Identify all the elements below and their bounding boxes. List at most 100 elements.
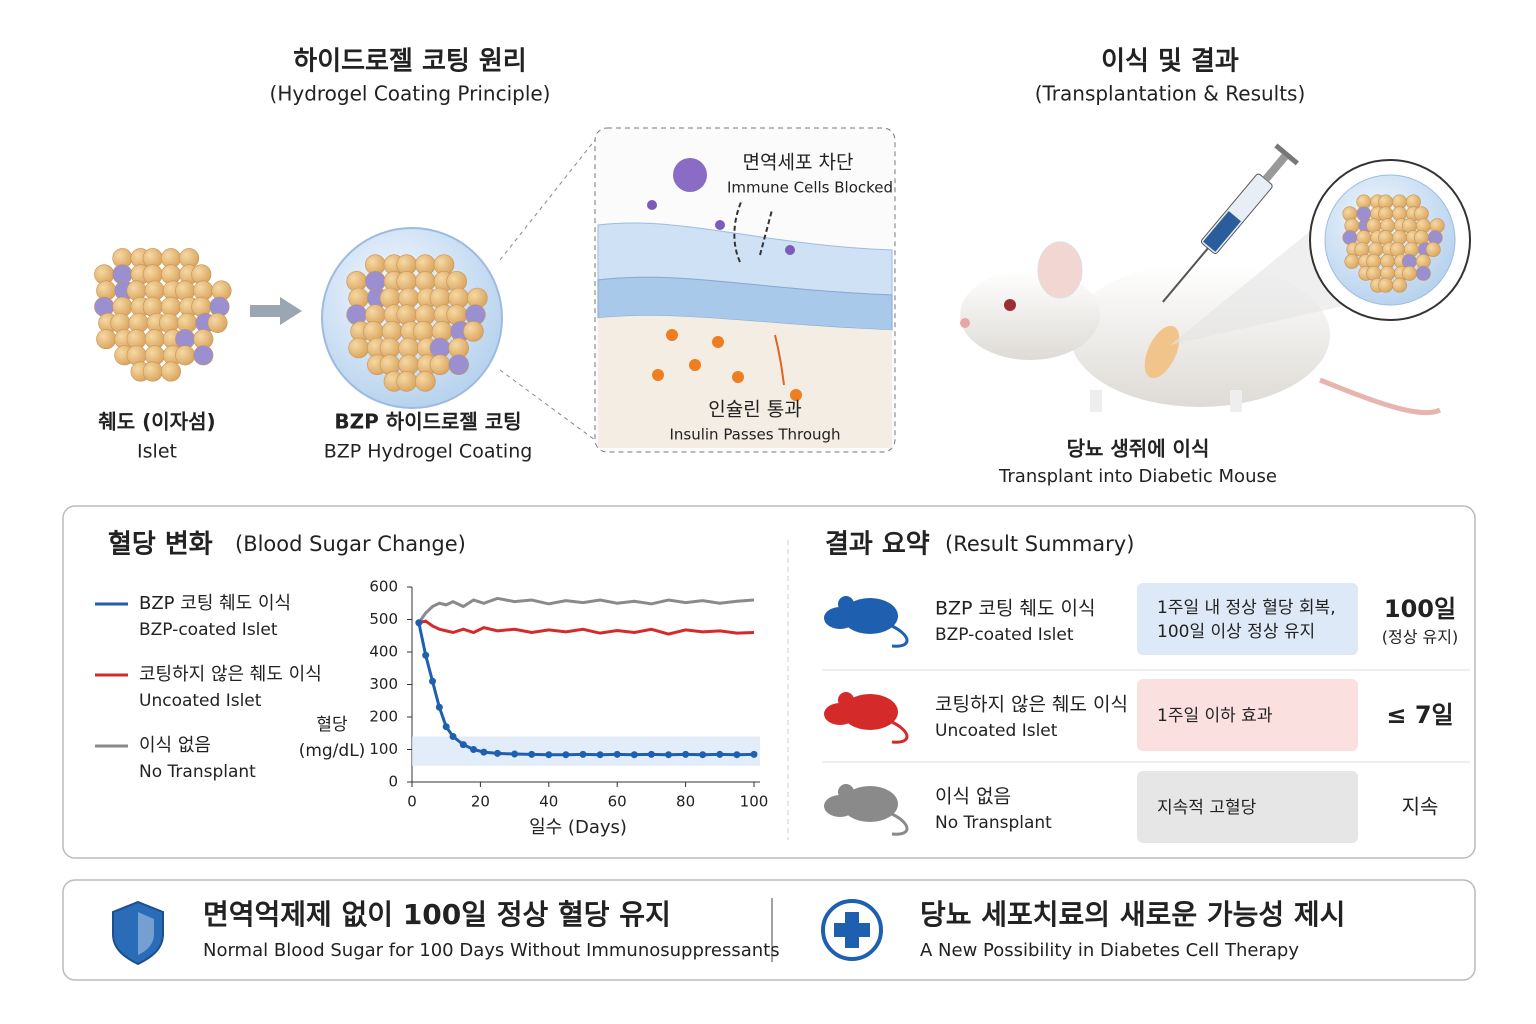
data-point [480, 748, 488, 756]
mouse-icon [824, 703, 856, 725]
row-title: 이식 없음 [935, 786, 1011, 808]
islet-illustration [346, 254, 488, 392]
data-point [545, 751, 553, 759]
mouse-icon [842, 786, 898, 822]
shield-icon [138, 912, 154, 955]
label: 이식 및 결과 [1101, 47, 1239, 77]
y-axis-label: 혈당 [316, 715, 348, 735]
islet-cell [175, 345, 196, 366]
label: BZP 하이드로젤 코팅 [334, 410, 521, 434]
mouse-icon [824, 596, 909, 648]
y-tick-label: 200 [369, 708, 398, 726]
footer-title: 당뇨 세포치료의 새로운 가능성 제시 [920, 898, 1345, 931]
islet-cell [193, 345, 214, 366]
data-point [613, 750, 621, 758]
zoom-line [499, 139, 596, 261]
arrow [250, 297, 302, 325]
mouse-icon [824, 692, 909, 744]
y-tick-label: 300 [369, 675, 398, 693]
label: Islet [137, 441, 177, 463]
x-tick-label: 80 [676, 793, 695, 811]
plus-icon [834, 912, 870, 948]
label: Insulin Passes Through [669, 426, 840, 444]
x-axis-label: 일수 (Days) [529, 817, 627, 838]
islet-cell [1378, 277, 1394, 293]
islet-cell [142, 361, 163, 382]
legend-label: Uncoated Islet [139, 691, 262, 711]
result-text: 1주일 내 정상 혈당 회복, [1157, 598, 1336, 618]
data-point [422, 651, 430, 659]
x-tick-label: 60 [608, 793, 627, 811]
label: 췌도 (이자섬) [98, 410, 215, 434]
zoom-line [499, 369, 596, 441]
y-tick-label: 0 [388, 773, 398, 791]
islet-cell [429, 354, 451, 375]
label: (Transplantation & Results) [1035, 82, 1306, 106]
data-point [470, 746, 478, 753]
data-point [682, 750, 690, 758]
data-point [596, 751, 604, 759]
islet-cell [207, 312, 228, 333]
islet-illustration [94, 248, 232, 382]
islet-cell [1425, 242, 1441, 257]
outcome: (정상 유지) [1382, 628, 1458, 647]
result-text: 100일 이상 정상 유지 [1157, 622, 1315, 642]
outcome: 100일 [1384, 595, 1456, 623]
data-point [459, 741, 467, 749]
data-point [699, 751, 707, 759]
islet-cell [463, 321, 484, 342]
series-line [418, 619, 755, 636]
label: 하이드로젤 코팅 원리 [293, 47, 526, 77]
row-subtitle: BZP-coated Islet [935, 625, 1074, 645]
result-panel [62, 505, 1476, 859]
legend-label: 코팅하지 않은 췌도 이식 [139, 664, 322, 685]
label: Transplant into Diabetic Mouse [998, 466, 1277, 487]
legend-label: BZP-coated Islet [139, 620, 278, 640]
data-point [429, 677, 437, 685]
label: (Hydrogel Coating Principle) [270, 82, 551, 106]
mouse-icon [838, 596, 854, 612]
x-tick-label: 40 [539, 793, 558, 811]
islet-cell [415, 371, 436, 392]
islet-cell [1392, 277, 1407, 293]
footer-panel [62, 879, 1476, 981]
syringe [1162, 143, 1299, 303]
data-point [579, 750, 587, 758]
mouse-icon [891, 720, 909, 744]
mouse-icon [842, 694, 898, 730]
label: 혈당 변화 [108, 530, 213, 560]
mouse-icon [891, 812, 909, 836]
mouse-icon [838, 692, 854, 708]
footer-subtitle: A New Possibility in Diabetes Cell Thera… [920, 940, 1299, 961]
label: BZP Hydrogel Coating [324, 441, 533, 463]
x-tick-label: 100 [740, 793, 769, 811]
data-point [647, 750, 655, 758]
normal-range-band [412, 736, 760, 766]
data-point [435, 703, 443, 711]
legend-label: 이식 없음 [139, 735, 211, 756]
label: 결과 요약 [825, 530, 930, 560]
row-subtitle: No Transplant [935, 813, 1052, 833]
data-point [442, 723, 450, 731]
data-point [528, 750, 536, 758]
mouse-icon [842, 598, 898, 634]
shield-icon [112, 900, 164, 966]
result-box [1137, 771, 1358, 843]
outcome: 지속 [1402, 795, 1439, 819]
series-line [417, 596, 755, 624]
label: 당뇨 생쥐에 이식 [1067, 437, 1210, 461]
footer-title: 면역억제제 없이 100일 정상 혈당 유지 [203, 898, 671, 931]
footer-subtitle: Normal Blood Sugar for 100 Days Without … [203, 940, 780, 961]
y-tick-label: 600 [369, 578, 398, 596]
y-axis-label: (mg/dL) [299, 741, 366, 761]
x-tick-label: 20 [471, 793, 490, 811]
data-point [750, 750, 758, 758]
mouse-icon [824, 607, 856, 629]
data-point [665, 751, 672, 759]
result-box [1137, 679, 1358, 751]
label: 면역세포 차단 [743, 152, 854, 174]
islet-cell [96, 329, 117, 350]
data-point [733, 751, 741, 759]
islet-illustration [1342, 194, 1445, 293]
